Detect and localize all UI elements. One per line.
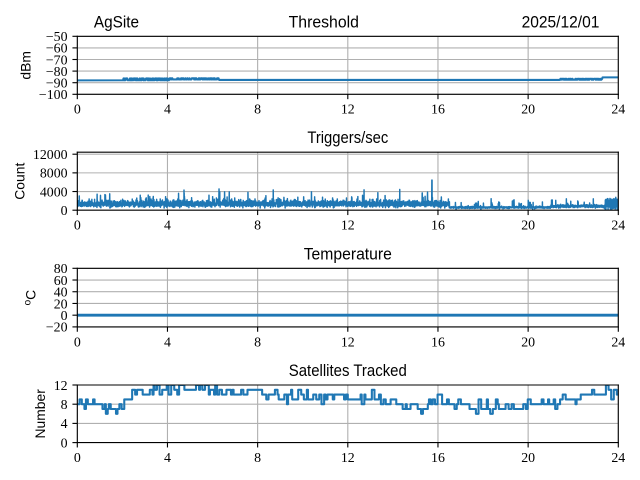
svg-text:−80: −80 — [46, 65, 68, 80]
svg-text:Triggers/sec: Triggers/sec — [307, 128, 388, 147]
svg-text:8: 8 — [254, 451, 261, 466]
svg-text:Number: Number — [32, 389, 48, 439]
svg-text:oC: oC — [22, 290, 38, 306]
svg-text:0: 0 — [61, 436, 68, 451]
svg-text:8: 8 — [254, 103, 261, 118]
svg-text:12: 12 — [341, 103, 355, 118]
svg-text:20: 20 — [521, 219, 535, 234]
svg-text:20: 20 — [54, 297, 68, 312]
svg-text:4: 4 — [164, 335, 171, 350]
svg-text:Satellites Tracked: Satellites Tracked — [289, 361, 407, 380]
svg-text:24: 24 — [611, 103, 625, 118]
svg-text:dBm: dBm — [17, 51, 33, 80]
svg-text:4: 4 — [164, 219, 171, 234]
svg-text:12: 12 — [341, 219, 355, 234]
svg-text:Temperature: Temperature — [304, 244, 392, 263]
svg-text:40: 40 — [54, 286, 68, 301]
svg-text:8: 8 — [254, 219, 261, 234]
svg-text:8: 8 — [61, 398, 68, 413]
svg-text:24: 24 — [611, 335, 625, 350]
svg-text:80: 80 — [54, 262, 68, 277]
svg-text:0: 0 — [74, 451, 81, 466]
svg-text:0: 0 — [61, 309, 68, 324]
svg-text:12: 12 — [54, 379, 68, 394]
svg-text:Threshold: Threshold — [289, 12, 359, 31]
svg-text:16: 16 — [431, 103, 445, 118]
svg-text:−20: −20 — [46, 321, 68, 336]
svg-text:4: 4 — [61, 417, 68, 432]
svg-text:2025/12/01: 2025/12/01 — [522, 12, 600, 31]
svg-text:4: 4 — [164, 451, 171, 466]
svg-text:−70: −70 — [46, 53, 68, 68]
svg-text:4000: 4000 — [40, 185, 68, 200]
svg-text:20: 20 — [521, 451, 535, 466]
svg-text:8: 8 — [254, 335, 261, 350]
svg-text:−100: −100 — [39, 88, 68, 103]
svg-text:0: 0 — [74, 103, 81, 118]
svg-text:4: 4 — [164, 103, 171, 118]
svg-text:16: 16 — [431, 451, 445, 466]
svg-text:24: 24 — [611, 219, 625, 234]
svg-text:12: 12 — [341, 451, 355, 466]
svg-text:60: 60 — [54, 274, 68, 289]
svg-text:−50: −50 — [46, 30, 68, 45]
svg-text:12: 12 — [341, 335, 355, 350]
svg-text:16: 16 — [431, 219, 445, 234]
svg-text:20: 20 — [521, 103, 535, 118]
svg-text:8000: 8000 — [40, 167, 68, 182]
svg-text:0: 0 — [61, 204, 68, 219]
svg-text:0: 0 — [74, 219, 81, 234]
svg-text:Count: Count — [11, 163, 27, 200]
svg-text:0: 0 — [74, 335, 81, 350]
svg-text:12000: 12000 — [33, 148, 68, 163]
svg-text:AgSite: AgSite — [94, 12, 139, 31]
svg-text:24: 24 — [611, 451, 625, 466]
svg-text:20: 20 — [521, 335, 535, 350]
svg-text:−90: −90 — [46, 77, 68, 92]
svg-text:16: 16 — [431, 335, 445, 350]
svg-text:−60: −60 — [46, 42, 68, 57]
